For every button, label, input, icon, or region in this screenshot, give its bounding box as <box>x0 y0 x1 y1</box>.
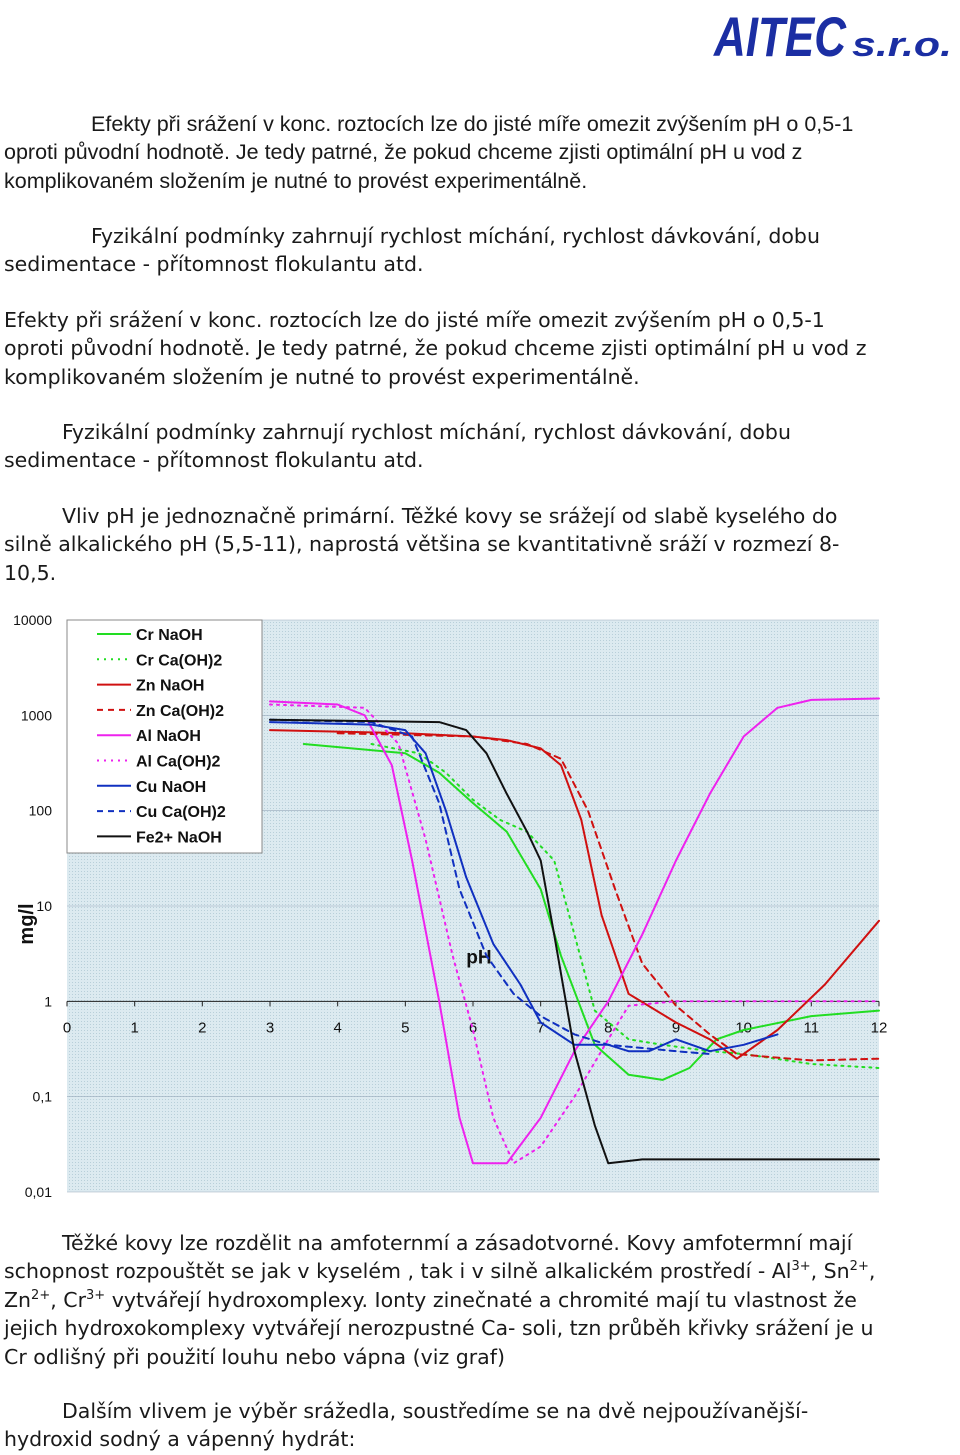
x-tick-label: 3 <box>266 1019 274 1036</box>
y-tick-label: 10000 <box>13 612 52 628</box>
cr-charge: 3+ <box>86 1287 106 1303</box>
al-charge: 3+ <box>791 1259 811 1275</box>
x-tick-label: 9 <box>672 1019 680 1036</box>
legend-entry: Zn NaOH <box>136 678 204 695</box>
sn-charge: 2+ <box>849 1259 869 1275</box>
paragraph-3: Efekty při srážení v konc. roztocích lze… <box>4 308 867 389</box>
paragraph-6: Těžké kovy lze rozdělit na amfoternmí a … <box>4 1231 876 1369</box>
series-line <box>269 718 880 1165</box>
series-line <box>269 697 880 1165</box>
x-tick-label: 12 <box>871 1019 888 1036</box>
series-line <box>336 732 880 1062</box>
y-tick-label: 0,1 <box>33 1089 53 1105</box>
x-tick-label: 8 <box>604 1019 612 1036</box>
paragraph-2: Fyzikální podmínky zahrnují rychlost míc… <box>4 224 820 277</box>
y-tick-label: 0,01 <box>25 1184 52 1200</box>
x-tick-label: 0 <box>63 1019 71 1036</box>
series-line <box>269 718 711 1055</box>
legend-entry: Al NaOH <box>136 728 201 745</box>
legend-entry: Cu Ca(OH)2 <box>136 804 226 821</box>
y-tick-label: 1000 <box>21 707 52 723</box>
x-tick-label: 5 <box>401 1019 409 1036</box>
x-tick-label: 4 <box>333 1019 341 1036</box>
legend-entry: Fe2+ NaOH <box>136 829 222 846</box>
paragraph-1: Efekty při srážení v konc. roztocích lze… <box>4 112 854 193</box>
aitec-logo: AITEC s.r.o. <box>712 6 952 64</box>
x-tick-label: 11 <box>804 1019 820 1036</box>
logo-brand: AITEC <box>712 6 847 64</box>
paragraph-7: Dalším vlivem je výběr srážedla, soustře… <box>4 1399 809 1452</box>
y-tick-label: 10 <box>36 898 52 914</box>
y-tick-label: 100 <box>29 803 53 819</box>
y-axis-label: mg/l <box>16 903 38 944</box>
legend-entry: Al Ca(OH)2 <box>136 754 221 771</box>
x-tick-label: 7 <box>536 1019 544 1036</box>
legend-entry: Cr NaOH <box>136 627 203 644</box>
legend-entry: Cu NaOH <box>136 779 206 796</box>
series-line <box>269 703 880 1165</box>
series-line <box>370 743 880 1069</box>
series-line <box>269 721 779 1053</box>
legend-entry: Zn Ca(OH)2 <box>136 703 224 720</box>
paragraph-4: Fyzikální podmínky zahrnují rychlost míc… <box>4 420 791 473</box>
legend-box <box>66 619 263 854</box>
x-tick-label: 1 <box>130 1019 138 1036</box>
legend-entry: Cr Ca(OH)2 <box>136 652 222 669</box>
logo-suffix: s.r.o. <box>852 26 952 64</box>
x-tick-label: 6 <box>469 1019 477 1036</box>
paragraph-5: Vliv pH je jednoznačně primární. Těžké k… <box>4 504 840 585</box>
x-tick-label: 2 <box>198 1019 206 1036</box>
y-tick-label: 1 <box>44 993 52 1009</box>
zn-charge: 2+ <box>31 1287 51 1303</box>
